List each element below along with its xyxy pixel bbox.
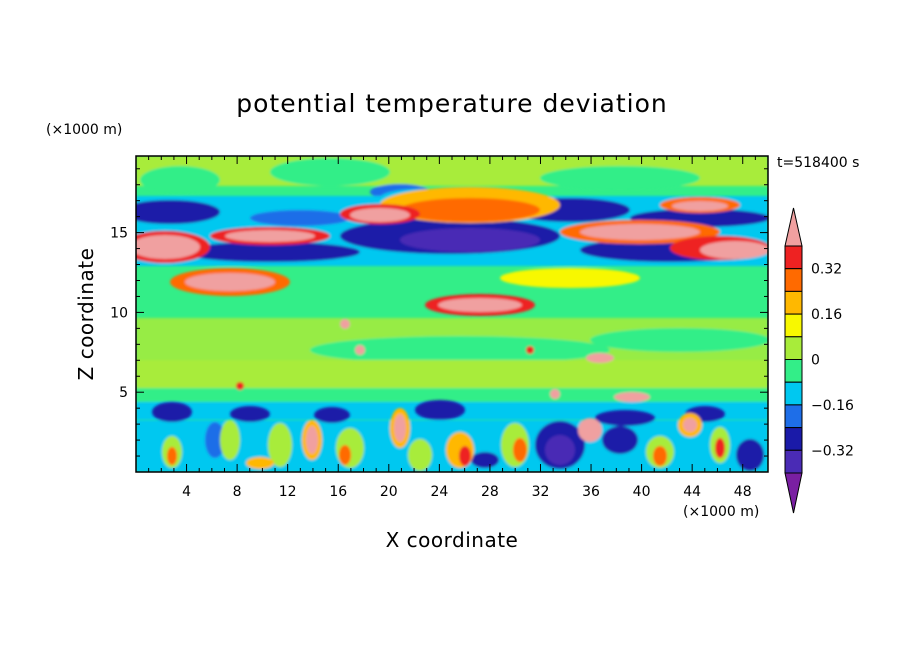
x-tick-label: 16 <box>329 484 347 500</box>
colorbar-bin <box>784 427 803 451</box>
chart-title: potential temperature deviation <box>236 89 667 118</box>
x-tick-label: 4 <box>182 484 191 500</box>
x-tick-label: 40 <box>633 484 651 500</box>
colorbar-label: 0.16 <box>811 307 842 323</box>
time-label: t=518400 s <box>777 155 859 171</box>
x-tick-label: 28 <box>481 484 499 500</box>
x-tick-label: 8 <box>233 484 242 500</box>
plot-area <box>136 156 768 472</box>
colorbar-bin <box>784 268 803 292</box>
colorbar-under-arrow <box>784 472 803 514</box>
y-tick-label: 5 <box>119 385 128 401</box>
colorbar-bin <box>784 449 803 474</box>
colorbar-bin <box>784 313 803 338</box>
mid-field <box>136 318 768 420</box>
colorbar-label: −0.32 <box>811 443 854 459</box>
boundary-layer-field <box>136 400 768 472</box>
y-axis-label: Z coordinate <box>74 248 98 381</box>
y-axis-ticks: 5 10 15 <box>110 168 768 457</box>
colorbar-bin <box>784 245 803 270</box>
colorbar-bin <box>784 381 803 406</box>
x-tick-label: 48 <box>734 484 752 500</box>
colorbar-bin <box>784 359 803 383</box>
x-tick-label: 20 <box>380 484 398 500</box>
y-tick-label: 10 <box>110 305 128 321</box>
x-axis-label: X coordinate <box>386 528 519 552</box>
x-axis-ticks: 4 8 12 16 20 24 28 32 36 40 44 48 <box>148 156 756 500</box>
x-tick-label: 24 <box>430 484 448 500</box>
colorbar: 0.32 0.16 0 −0.16 −0.32 <box>784 207 854 514</box>
x-tick-label: 32 <box>532 484 550 500</box>
colorbar-label: 0 <box>811 353 820 369</box>
colorbar-over-arrow <box>784 207 803 247</box>
y-unit-label: (×1000 m) <box>46 122 122 138</box>
colorbar-bin <box>784 336 803 360</box>
x-tick-label: 12 <box>279 484 297 500</box>
x-unit-label: (×1000 m) <box>683 504 759 520</box>
colorbar-bin <box>784 404 803 429</box>
colorbar-label: 0.32 <box>811 262 842 278</box>
x-tick-label: 44 <box>683 484 701 500</box>
colorbar-label: −0.16 <box>811 398 854 414</box>
x-tick-label: 36 <box>582 484 600 500</box>
upper-field <box>136 156 768 316</box>
y-tick-label: 15 <box>110 226 128 242</box>
colorbar-bin <box>784 290 803 315</box>
